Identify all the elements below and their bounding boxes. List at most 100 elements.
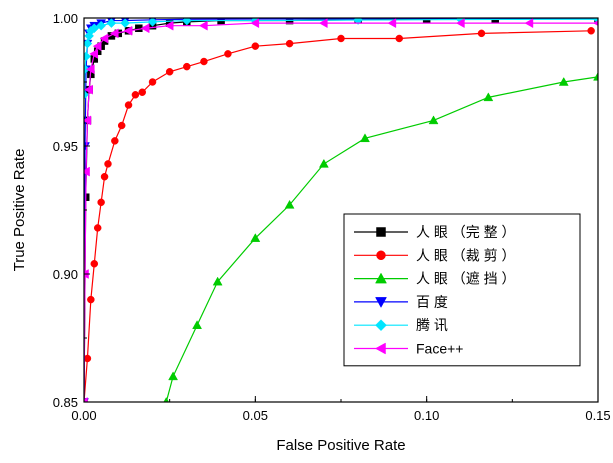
data-point (106, 18, 117, 28)
data-point (93, 224, 102, 232)
data-point (587, 27, 595, 35)
data-point (104, 160, 112, 168)
series-1 (84, 27, 595, 402)
data-point (84, 51, 91, 62)
legend-label: 人 眼 （遮 挡 ） (416, 271, 516, 287)
data-point (148, 78, 157, 86)
data-point (140, 23, 150, 34)
series-4 (84, 18, 598, 100)
x-tick-label: 0.05 (243, 408, 268, 423)
data-point (99, 33, 109, 44)
data-point (87, 295, 95, 304)
data-point (183, 62, 191, 71)
series-line (84, 18, 598, 95)
data-point (250, 233, 261, 242)
legend-item: 人 眼 （裁 剪 ） (354, 247, 516, 263)
data-point (251, 42, 260, 50)
legend-item: 人 眼 （完 整 ） (354, 224, 516, 240)
data-point (84, 166, 90, 177)
data-point (428, 115, 439, 125)
series-line (84, 22, 598, 402)
y-tick-label: 0.90 (53, 267, 78, 282)
data-point (387, 18, 397, 29)
data-point (89, 23, 100, 34)
data-point (131, 91, 140, 99)
data-point (84, 115, 92, 126)
series-layer (84, 18, 598, 402)
y-tick-label: 1.00 (53, 11, 78, 26)
x-tick-label: 0.10 (414, 408, 439, 423)
legend-label: 腾 讯 (416, 317, 448, 333)
data-point (318, 158, 329, 168)
data-point (524, 18, 534, 29)
y-tick-label: 0.95 (53, 139, 78, 154)
data-point (120, 18, 130, 28)
data-point (90, 260, 99, 268)
y-axis-title: True Positive Rate (11, 149, 28, 272)
data-point (192, 320, 203, 329)
data-point (285, 39, 294, 48)
data-point (84, 31, 94, 41)
data-point (111, 137, 119, 145)
series-2 (163, 71, 598, 402)
data-point (477, 29, 486, 38)
data-point (138, 88, 147, 96)
data-point (483, 92, 494, 102)
legend-marker (375, 319, 387, 332)
data-point (181, 18, 192, 26)
data-point (455, 18, 465, 29)
data-point (84, 354, 92, 363)
data-point (360, 133, 370, 143)
series-5 (84, 18, 598, 402)
data-point (124, 101, 133, 109)
legend-marker (375, 272, 387, 284)
legend-marker (376, 227, 386, 237)
legend-box (343, 213, 581, 367)
x-axis-title: False Positive Rate (276, 437, 405, 454)
data-point (96, 20, 106, 31)
data-point (284, 199, 295, 209)
legend-label: 人 眼 （完 整 ） (416, 224, 516, 240)
data-point (337, 34, 345, 43)
data-point (198, 20, 208, 31)
series-line (165, 76, 598, 402)
legend-item: 腾 讯 (354, 317, 448, 333)
data-point (84, 89, 89, 100)
data-point (164, 20, 174, 31)
data-point (89, 48, 99, 59)
data-point (92, 41, 102, 52)
data-point (212, 276, 223, 286)
legend: 人 眼 （完 整 ） 人 眼 （裁 剪 ） 人 眼 （遮 挡 ） 百 度腾 讯 Face… (343, 213, 581, 367)
data-point (395, 34, 404, 43)
legend-item: Face++ (354, 341, 463, 357)
data-point (168, 371, 179, 381)
data-point (84, 397, 88, 402)
legend-marker (376, 250, 386, 261)
legend-item: 人 眼 （遮 挡 ） (354, 271, 516, 287)
data-point (250, 18, 260, 29)
data-point (85, 64, 95, 75)
data-point (123, 25, 133, 36)
data-point (318, 18, 328, 29)
data-point (97, 198, 105, 207)
data-point (147, 18, 158, 27)
legend-label: 人 眼 （裁 剪 ） (416, 247, 516, 263)
legend-item: 百 度 (354, 294, 448, 310)
x-tick-label: 0.00 (71, 408, 96, 423)
legend-label: Face++ (416, 341, 463, 357)
legend-marker (375, 297, 387, 308)
y-tick-label: 0.85 (53, 395, 78, 410)
data-point (100, 172, 109, 181)
legend-label: 百 度 (416, 294, 448, 310)
data-point (84, 84, 93, 95)
data-point (117, 121, 126, 130)
data-point (109, 28, 119, 39)
data-point (165, 68, 174, 76)
data-point (200, 57, 208, 66)
ticks-layer: 0.00 0.05 0.10 0.15 0.85 0.90 0.95 1.00 (53, 11, 611, 423)
x-tick-label: 0.15 (585, 408, 610, 423)
data-point (558, 76, 569, 86)
legend-marker (374, 342, 386, 355)
